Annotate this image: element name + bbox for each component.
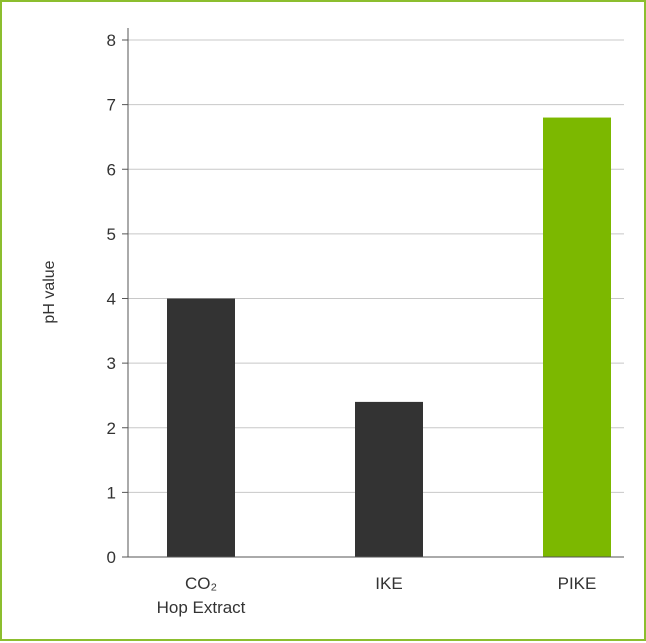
bar (355, 401, 423, 557)
y-tick-label: 1 (107, 483, 116, 502)
y-tick-label: 7 (107, 96, 116, 115)
y-tick-label: 6 (107, 160, 116, 179)
x-category-label: IKE (375, 574, 402, 593)
y-tick-label: 4 (107, 290, 116, 309)
y-tick-label: 0 (107, 548, 116, 567)
axes (122, 28, 624, 558)
x-category-label: CO₂ (185, 574, 217, 593)
x-category-labels: CO₂ Hop Extract IKE PIKE (157, 574, 597, 617)
x-category-label: PIKE (558, 574, 597, 593)
x-category-label: Hop Extract (157, 598, 246, 617)
y-tick-label: 5 (107, 225, 116, 244)
bars (167, 117, 611, 558)
bar (543, 117, 611, 558)
y-tick-label: 2 (107, 419, 116, 438)
y-tick-label: 8 (107, 31, 116, 50)
bar (167, 298, 235, 557)
y-tick-label: 3 (107, 354, 116, 373)
y-tick-labels: 0 1 2 3 4 5 6 7 8 (107, 31, 116, 567)
y-axis-title: pH value (41, 260, 58, 323)
